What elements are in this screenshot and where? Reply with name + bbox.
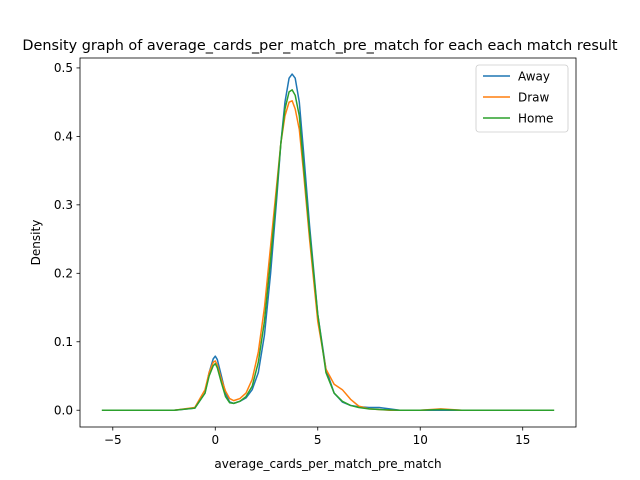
legend: Away Draw Home [475, 64, 569, 133]
series-layer [101, 73, 555, 412]
series-line-away [132, 73, 462, 411]
x-tick-label: −5 [104, 433, 122, 447]
x-axis-label: average_cards_per_match_pre_match [214, 457, 441, 471]
y-axis-ticks: 0.0 0.1 0.2 0.3 0.4 0.5 [54, 61, 80, 418]
y-tick-label: 0.2 [54, 267, 73, 281]
x-tick-label: 5 [314, 433, 322, 447]
series-line-home [101, 89, 555, 411]
legend-box [475, 64, 569, 133]
y-tick-label: 0.5 [54, 61, 73, 75]
x-tick-label: 10 [413, 433, 428, 447]
axes-frame [79, 57, 577, 428]
x-tick-label: 15 [515, 433, 530, 447]
series-line-draw [132, 100, 463, 412]
x-tick-label: 0 [211, 433, 219, 447]
y-tick-label: 0.0 [54, 404, 73, 418]
y-axis-label: Density [29, 220, 43, 266]
x-axis-ticks: −5 0 5 10 15 [104, 427, 530, 447]
legend-label-draw: Draw [518, 90, 550, 104]
legend-label-home: Home [518, 111, 553, 125]
y-tick-label: 0.1 [54, 335, 73, 349]
legend-label-away: Away [518, 69, 550, 83]
chart-title: Density graph of average_cards_per_match… [22, 38, 618, 54]
y-tick-label: 0.3 [54, 198, 73, 212]
y-tick-label: 0.4 [54, 130, 73, 144]
